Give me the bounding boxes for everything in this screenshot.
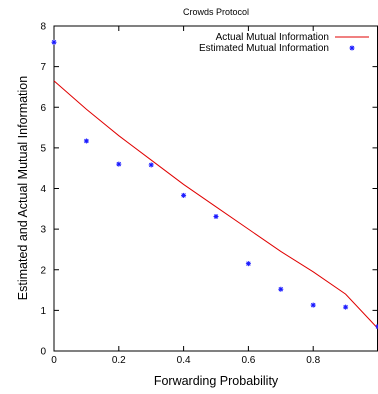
legend: Actual Mutual Information Estimated Mutu… xyxy=(199,32,369,54)
y-tick-label: 8 xyxy=(40,22,46,33)
y-tick-label: 1 xyxy=(40,306,46,317)
data-point xyxy=(51,39,57,45)
x-tick-label: 0.6 xyxy=(241,355,255,366)
data-point xyxy=(375,324,378,330)
data-point xyxy=(245,261,251,267)
y-axis-title: Estimated and Actual Mutual Information xyxy=(16,76,30,300)
series xyxy=(51,39,378,330)
plot-frame xyxy=(53,25,378,352)
chart-title: Crowds Protocol xyxy=(183,7,249,17)
x-tick-label: 0.8 xyxy=(306,355,320,366)
y-tick-label: 3 xyxy=(40,225,46,236)
data-point xyxy=(148,162,154,168)
data-point xyxy=(83,138,89,144)
x-axis-title: Forwarding Probability xyxy=(154,374,279,388)
y-tick-label: 4 xyxy=(40,184,46,195)
x-tick-label: 0 xyxy=(51,355,57,366)
data-point xyxy=(278,286,284,292)
x-tick-label: 0.2 xyxy=(112,355,126,366)
legend-swatch-estimated xyxy=(349,45,355,51)
legend-label-actual: Actual Mutual Information xyxy=(216,32,329,43)
data-point xyxy=(181,192,187,198)
y-tick-label: 2 xyxy=(40,265,46,276)
y-tick-label: 5 xyxy=(40,143,46,154)
data-point xyxy=(310,302,316,308)
x-tick-label: 0.4 xyxy=(177,355,191,366)
y-tick-label: 6 xyxy=(40,103,46,114)
y-tick-label: 0 xyxy=(40,347,46,358)
data-point xyxy=(116,161,122,167)
ticks: 0 0.2 0.4 0.6 0.8 0 1 2 3 4 5 6 7 8 xyxy=(40,22,378,366)
y-tick-label: 7 xyxy=(40,62,46,73)
legend-label-estimated: Estimated Mutual Information xyxy=(199,43,329,54)
data-point xyxy=(213,214,219,220)
data-point xyxy=(343,304,349,310)
series-line-actual xyxy=(53,80,378,330)
axes xyxy=(53,25,378,352)
